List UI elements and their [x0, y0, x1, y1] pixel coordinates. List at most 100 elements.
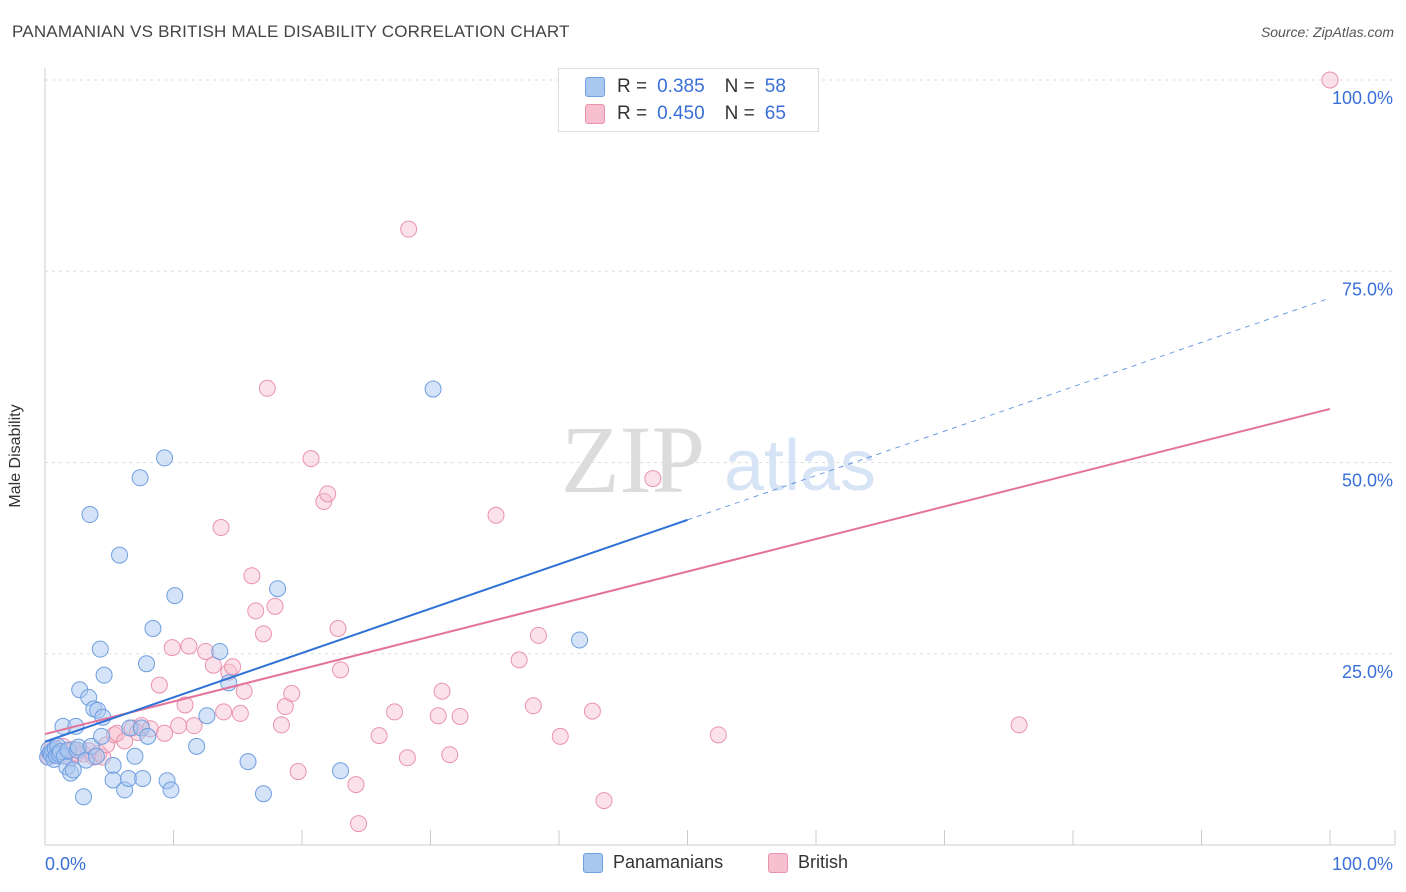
grid-lines	[45, 79, 1395, 655]
british-point	[332, 661, 350, 679]
british-point	[529, 626, 547, 644]
panamanian-point	[144, 620, 162, 638]
british-point	[215, 703, 233, 721]
legend-n-value: 65	[764, 103, 786, 124]
panamanian-point	[166, 587, 184, 605]
british-point	[551, 727, 569, 745]
panamanian-trend-extension	[687, 297, 1331, 521]
british-point	[204, 656, 222, 674]
british-point	[524, 697, 542, 715]
british-point	[595, 792, 613, 810]
legend-n-value: 58	[764, 76, 786, 97]
british-point	[302, 450, 320, 468]
british-point	[329, 620, 347, 638]
panamanian-points	[39, 380, 589, 806]
legend-swatch-blue	[585, 77, 605, 97]
legend-n-label: N =	[724, 103, 755, 124]
british-trend-line	[44, 407, 1331, 736]
british-point	[709, 726, 727, 744]
british-point	[266, 597, 284, 615]
british-point	[212, 519, 230, 537]
british-point	[176, 696, 194, 714]
legend-label-british: British	[798, 852, 849, 872]
x-tick-label: 100.0%	[1332, 854, 1393, 874]
y-tick-label: 100.0%	[1332, 88, 1393, 108]
legend-swatch-pink	[768, 852, 788, 873]
chart-title: PANAMANIAN VS BRITISH MALE DISABILITY CO…	[12, 22, 570, 41]
panamanian-point	[104, 756, 122, 774]
british-point	[1321, 71, 1339, 89]
legend-row-british: R = 0.450 N = 65	[585, 102, 786, 126]
panamanian-point	[81, 506, 99, 524]
legend-item-british: British	[768, 852, 848, 873]
tick-labels: 25.0% 50.0% 75.0% 100.0% 0.0% 100.0%	[45, 88, 1393, 874]
legend-swatch-pink	[585, 104, 605, 124]
british-point	[487, 506, 505, 524]
british-point	[243, 567, 261, 585]
panamanian-point	[111, 546, 129, 564]
british-point	[315, 493, 333, 511]
y-tick-label: 50.0%	[1342, 471, 1393, 491]
british-point	[163, 639, 181, 657]
legend-r-value: 0.385	[657, 76, 705, 97]
panamanian-point	[332, 762, 350, 780]
panamanian-point	[134, 769, 152, 787]
panamanian-point	[87, 747, 105, 765]
watermark-zip: ZIP	[561, 406, 705, 513]
panamanian-point	[139, 727, 157, 745]
british-point	[272, 716, 290, 734]
british-point	[1010, 716, 1028, 734]
british-point	[644, 470, 662, 488]
british-point	[180, 637, 198, 655]
british-point	[156, 724, 174, 742]
british-point	[289, 763, 307, 781]
panamanian-point	[75, 788, 93, 806]
british-point	[231, 704, 249, 722]
x-tick-label: 0.0%	[45, 854, 86, 874]
panamanian-point	[64, 761, 82, 779]
panamanian-trend-line	[44, 518, 688, 743]
source-label: Source: ZipAtlas.com	[1260, 24, 1394, 40]
panamanian-point	[131, 469, 149, 487]
panamanian-point	[239, 753, 257, 771]
panamanian-point	[95, 666, 113, 684]
y-tick-label: 75.0%	[1342, 279, 1393, 299]
british-point	[433, 682, 451, 700]
panamanian-point	[93, 727, 111, 745]
legend-n-label: N =	[724, 76, 755, 97]
panamanian-point	[91, 640, 109, 658]
legend-item-panamanians: Panamanians	[583, 852, 723, 873]
panamanian-point	[424, 380, 442, 398]
british-point	[185, 717, 203, 735]
british-point	[319, 485, 337, 503]
legend-label-panamanians: Panamanians	[613, 852, 724, 872]
y-tick-label: 25.0%	[1342, 662, 1393, 682]
watermark-atlas: atlas	[724, 426, 876, 506]
british-point	[451, 707, 469, 725]
british-point	[370, 727, 388, 745]
panamanian-point	[254, 785, 272, 803]
panamanian-point	[269, 580, 287, 598]
british-point	[400, 220, 418, 238]
panamanian-point	[571, 631, 589, 649]
legend-r-label: R =	[617, 103, 648, 124]
legend-row-panamanians: R = 0.385 N = 58	[585, 75, 786, 99]
british-point	[429, 707, 447, 725]
british-point	[247, 602, 265, 620]
british-point	[583, 702, 601, 720]
british-point	[386, 703, 404, 721]
british-point	[441, 746, 459, 764]
british-point	[283, 685, 301, 703]
british-point	[170, 717, 188, 735]
axes	[44, 68, 1396, 846]
panamanian-point	[162, 781, 180, 799]
legend-swatch-blue	[583, 852, 603, 873]
series-legend: Panamanians British	[0, 852, 1406, 876]
british-point	[350, 815, 368, 833]
legend-r-value: 0.450	[657, 103, 705, 124]
panamanian-point	[188, 737, 206, 755]
panamanian-point	[126, 747, 144, 765]
panamanian-point	[138, 655, 156, 673]
british-point	[150, 676, 168, 694]
